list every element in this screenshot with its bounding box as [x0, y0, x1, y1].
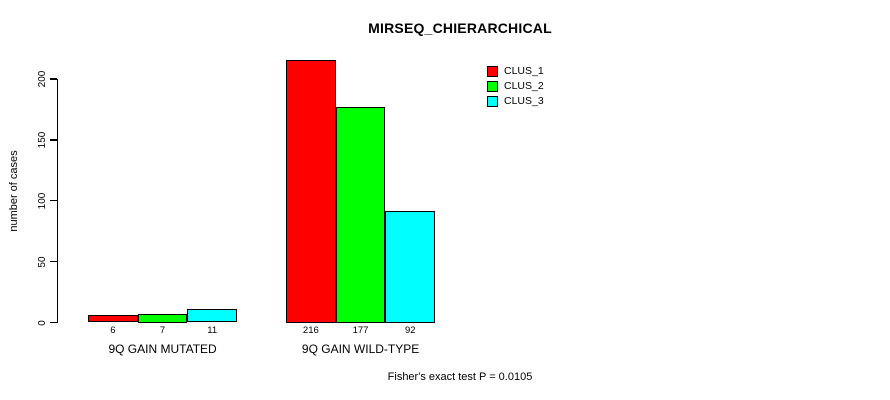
legend-item-clus-2: CLUS_2: [487, 79, 544, 94]
annotation-text: Fisher's exact test P = 0.0105: [387, 371, 533, 383]
y-tick-mark: [50, 78, 57, 80]
category-label-9q-gain-wild-type: 9Q GAIN WILD-TYPE: [301, 342, 420, 356]
legend-swatch-clus-3: [487, 96, 498, 107]
bar-clus-1-9q-gain-mutated: [88, 315, 138, 323]
bar-clus-3-9q-gain-mutated: [187, 309, 238, 323]
bar-clus-2-9q-gain-wild-type: [335, 107, 386, 323]
y-tick-label: 200: [37, 70, 48, 88]
legend-label-clus-2: CLUS_2: [504, 80, 544, 92]
y-tick-mark: [50, 321, 57, 324]
y-axis-label: number of cases: [8, 150, 20, 232]
legend-label-clus-1: CLUS_1: [504, 65, 544, 77]
legend-item-clus-3: CLUS_3: [487, 94, 544, 109]
y-tick-label: 0: [37, 319, 48, 326]
legend-swatch-clus-1: [487, 66, 498, 77]
legend-label-clus-3: CLUS_3: [504, 95, 544, 107]
y-tick-mark: [50, 200, 57, 202]
bar-clus-1-9q-gain-wild-type: [286, 59, 336, 323]
bar-value-label: 6: [110, 325, 116, 336]
bar-clus-3-9q-gain-wild-type: [385, 210, 436, 323]
bar-value-label: 7: [159, 325, 166, 336]
y-axis-line: [57, 79, 59, 323]
bar-value-label: 11: [207, 325, 218, 336]
bar-value-label: 92: [404, 325, 416, 336]
bar-clus-2-9q-gain-mutated: [137, 314, 188, 323]
bar-value-label: 177: [352, 325, 369, 336]
legend-item-clus-1: CLUS_1: [487, 64, 544, 79]
bar-value-label: 216: [302, 325, 319, 336]
y-tick-label: 50: [37, 256, 48, 268]
chart-title: MIRSEQ_CHIERARCHICAL: [368, 20, 552, 36]
y-tick-label: 150: [37, 131, 48, 149]
y-tick-mark: [50, 260, 57, 263]
y-tick-mark: [50, 139, 57, 141]
category-label-9q-gain-mutated: 9Q GAIN MUTATED: [108, 342, 217, 356]
legend-swatch-clus-2: [487, 81, 498, 92]
y-tick-label: 100: [37, 192, 48, 210]
